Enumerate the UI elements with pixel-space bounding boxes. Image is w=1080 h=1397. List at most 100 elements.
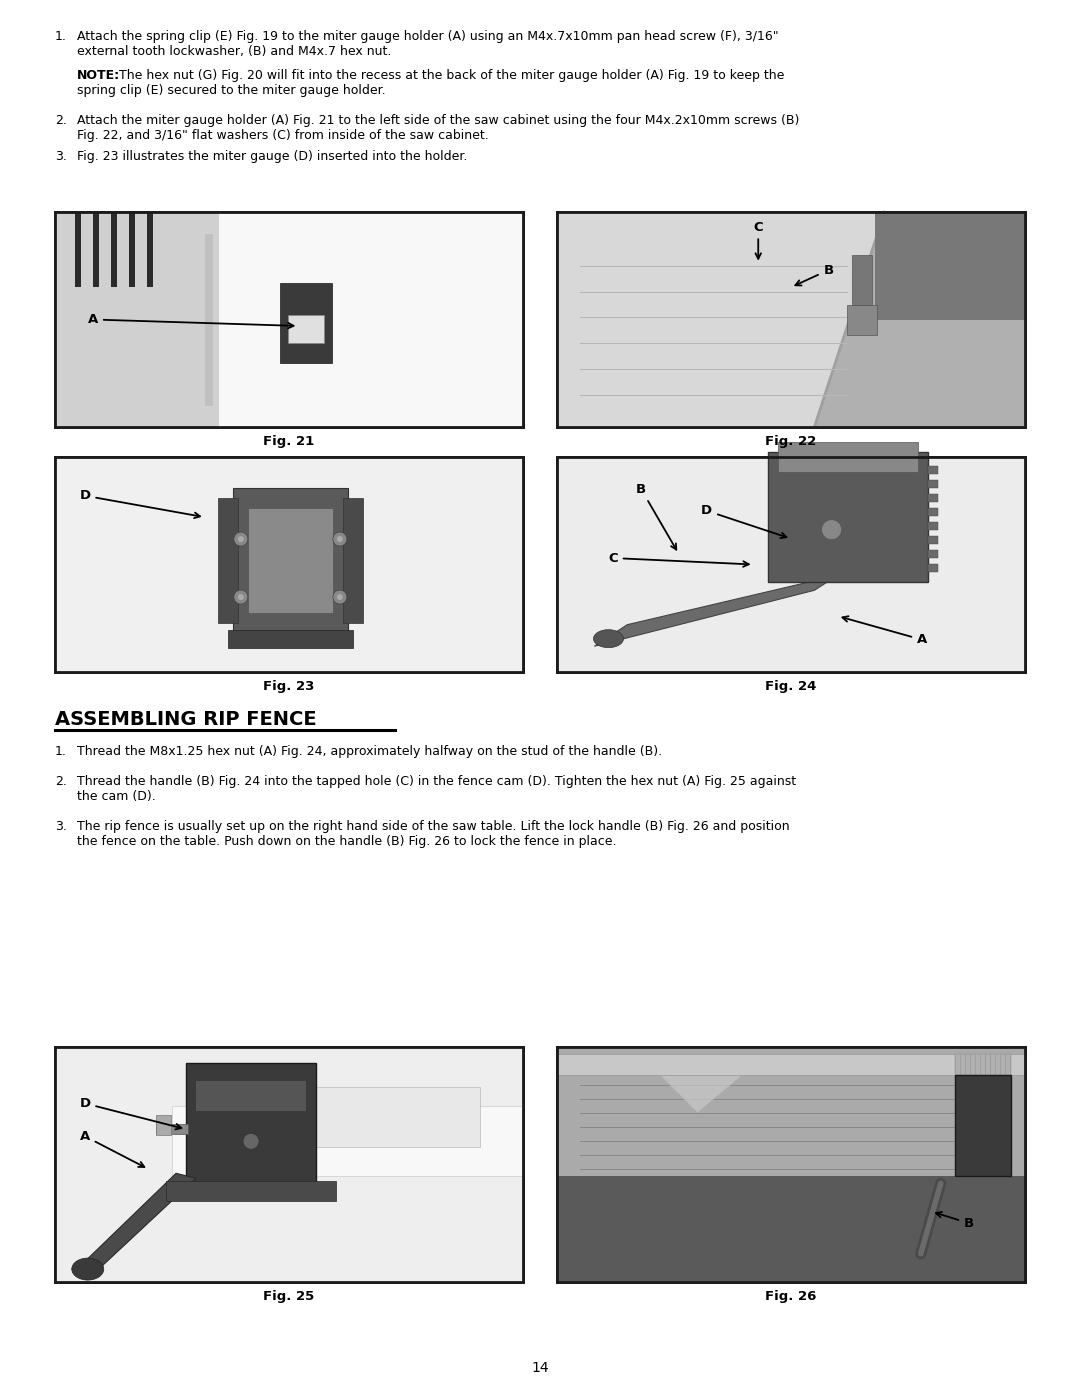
Bar bbox=[928, 535, 937, 543]
Text: Fig. 21: Fig. 21 bbox=[264, 434, 314, 448]
Ellipse shape bbox=[71, 1259, 104, 1280]
Bar bbox=[75, 212, 81, 288]
Text: 3.: 3. bbox=[55, 820, 67, 833]
Text: D: D bbox=[701, 504, 786, 538]
Text: Fig. 23: Fig. 23 bbox=[264, 680, 314, 693]
Bar bbox=[557, 1176, 1025, 1282]
Bar bbox=[55, 1046, 523, 1282]
Bar bbox=[557, 1046, 1025, 1282]
Bar bbox=[93, 212, 99, 288]
Bar bbox=[342, 499, 363, 623]
Bar bbox=[875, 212, 1025, 320]
Bar bbox=[55, 457, 523, 672]
Bar bbox=[955, 1076, 1011, 1176]
Bar bbox=[768, 451, 928, 581]
Text: the cam (D).: the cam (D). bbox=[77, 789, 156, 803]
Polygon shape bbox=[594, 576, 838, 647]
Bar bbox=[186, 1063, 316, 1183]
Bar bbox=[280, 282, 332, 362]
Text: 2.: 2. bbox=[55, 775, 67, 788]
Bar bbox=[557, 457, 1025, 672]
Circle shape bbox=[234, 590, 247, 604]
Text: spring clip (E) secured to the miter gauge holder.: spring clip (E) secured to the miter gau… bbox=[77, 84, 386, 96]
Bar bbox=[172, 1106, 523, 1176]
Bar bbox=[557, 1046, 1025, 1176]
Text: B: B bbox=[936, 1213, 974, 1229]
Text: Fig. 22, and 3/16" flat washers (C) from inside of the saw cabinet.: Fig. 22, and 3/16" flat washers (C) from… bbox=[77, 129, 489, 142]
Circle shape bbox=[333, 532, 347, 546]
Text: 2.: 2. bbox=[55, 115, 67, 127]
Bar bbox=[557, 1046, 1025, 1282]
Circle shape bbox=[333, 590, 347, 604]
Bar bbox=[197, 1081, 306, 1111]
Bar bbox=[156, 1125, 188, 1134]
Text: 3.: 3. bbox=[55, 149, 67, 163]
Bar bbox=[55, 212, 523, 427]
Bar bbox=[557, 212, 1025, 427]
Text: Attach the miter gauge holder (A) Fig. 21 to the left side of the saw cabinet us: Attach the miter gauge holder (A) Fig. 2… bbox=[77, 115, 799, 127]
Text: Fig. 23 illustrates the miter gauge (D) inserted into the holder.: Fig. 23 illustrates the miter gauge (D) … bbox=[77, 149, 468, 163]
Text: Fig. 26: Fig. 26 bbox=[766, 1289, 816, 1303]
Bar bbox=[778, 441, 918, 472]
Text: NOTE:: NOTE: bbox=[77, 68, 120, 82]
Bar bbox=[247, 509, 333, 613]
Circle shape bbox=[238, 594, 244, 601]
Text: external tooth lockwasher, (B) and M4x.7 hex nut.: external tooth lockwasher, (B) and M4x.7… bbox=[77, 45, 391, 59]
Text: The rip fence is usually set up on the right hand side of the saw table. Lift th: The rip fence is usually set up on the r… bbox=[77, 820, 789, 833]
Text: the fence on the table. Push down on the handle (B) Fig. 26 to lock the fence in: the fence on the table. Push down on the… bbox=[77, 835, 617, 848]
Bar bbox=[928, 564, 937, 571]
Bar bbox=[233, 489, 348, 633]
Circle shape bbox=[337, 536, 342, 542]
Circle shape bbox=[243, 1133, 259, 1150]
Bar bbox=[557, 1055, 1025, 1076]
Text: 14: 14 bbox=[531, 1361, 549, 1375]
Bar bbox=[928, 493, 937, 502]
Bar bbox=[557, 212, 1025, 427]
Bar bbox=[928, 507, 937, 515]
Text: C: C bbox=[754, 221, 764, 258]
Bar bbox=[928, 479, 937, 488]
Bar bbox=[287, 314, 324, 342]
Text: A: A bbox=[80, 1130, 145, 1166]
Text: ASSEMBLING RIP FENCE: ASSEMBLING RIP FENCE bbox=[55, 710, 316, 729]
Circle shape bbox=[238, 536, 244, 542]
Bar bbox=[228, 630, 353, 648]
Bar bbox=[129, 212, 135, 288]
Bar bbox=[218, 499, 238, 623]
Text: A: A bbox=[87, 313, 294, 328]
Bar bbox=[316, 1087, 480, 1147]
Bar bbox=[928, 521, 937, 529]
Bar bbox=[219, 212, 523, 427]
Text: 1.: 1. bbox=[55, 29, 67, 43]
Text: Fig. 24: Fig. 24 bbox=[766, 680, 816, 693]
Text: D: D bbox=[80, 489, 200, 518]
Circle shape bbox=[234, 532, 247, 546]
Bar bbox=[557, 212, 1025, 427]
Text: B: B bbox=[795, 264, 834, 285]
Bar bbox=[55, 1046, 523, 1282]
Bar bbox=[928, 465, 937, 474]
Bar bbox=[166, 1182, 336, 1201]
Bar bbox=[557, 457, 1025, 672]
Bar bbox=[205, 233, 213, 405]
Bar bbox=[111, 212, 117, 288]
Bar bbox=[852, 254, 873, 305]
Text: Attach the spring clip (E) Fig. 19 to the miter gauge holder (A) using an M4x.7x: Attach the spring clip (E) Fig. 19 to th… bbox=[77, 29, 779, 43]
Ellipse shape bbox=[594, 630, 623, 648]
Polygon shape bbox=[83, 1173, 197, 1275]
Text: Fig. 22: Fig. 22 bbox=[766, 434, 816, 448]
Polygon shape bbox=[650, 1066, 754, 1113]
Text: D: D bbox=[80, 1097, 181, 1129]
Circle shape bbox=[337, 594, 342, 601]
Text: The hex nut (G) Fig. 20 will fit into the recess at the back of the miter gauge : The hex nut (G) Fig. 20 will fit into th… bbox=[119, 68, 784, 82]
Text: A: A bbox=[842, 616, 927, 647]
Bar bbox=[557, 457, 1025, 672]
Text: 1.: 1. bbox=[55, 745, 67, 759]
Text: C: C bbox=[608, 552, 748, 567]
Text: Thread the handle (B) Fig. 24 into the tapped hole (C) in the fence cam (D). Tig: Thread the handle (B) Fig. 24 into the t… bbox=[77, 775, 796, 788]
Bar bbox=[55, 1046, 523, 1282]
Bar bbox=[55, 212, 523, 427]
Bar bbox=[55, 212, 523, 427]
Text: Thread the M8x1.25 hex nut (A) Fig. 24, approximately halfway on the stud of the: Thread the M8x1.25 hex nut (A) Fig. 24, … bbox=[77, 745, 662, 759]
Bar bbox=[557, 1046, 1025, 1282]
